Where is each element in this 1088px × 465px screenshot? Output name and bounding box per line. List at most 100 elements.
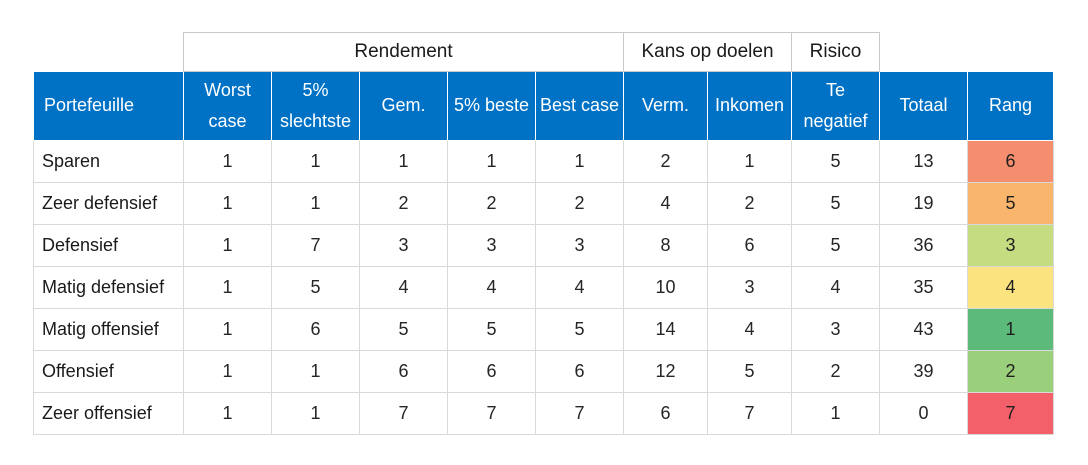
table-row: Matig defensief 1 5 4 4 4 10 3 4 35 4	[33, 266, 1055, 309]
column-header-cell: Totaal	[879, 71, 969, 141]
group-header-spacer	[33, 32, 184, 72]
table-row: Offensief 1 1 6 6 6 12 5 2 39 2	[33, 350, 1055, 393]
value-cell: 1	[183, 182, 272, 225]
value-cell: 5	[534, 308, 625, 351]
value-cell: 1	[183, 392, 272, 435]
value-cell: 39	[879, 350, 969, 393]
value-cell: 36	[879, 224, 969, 267]
value-cell: 1	[791, 392, 881, 435]
rank-cell: 1	[967, 308, 1055, 351]
value-cell: 4	[791, 266, 881, 309]
rank-cell: 4	[967, 266, 1055, 309]
value-cell: 1	[359, 140, 448, 183]
value-cell: 1	[183, 266, 272, 309]
column-header-cell: Portefeuille	[33, 71, 184, 141]
column-header-cell: 5% beste	[447, 71, 536, 141]
value-cell: 5	[271, 266, 360, 309]
table-row: Matig offensief 1 6 5 5 5 14 4 3 43 1	[33, 308, 1055, 351]
value-cell: 5	[791, 182, 881, 225]
rank-cell: 3	[967, 224, 1055, 267]
value-cell: 7	[534, 392, 625, 435]
column-header-cell: Verm.	[623, 71, 709, 141]
value-cell: 3	[359, 224, 448, 267]
value-cell: 6	[707, 224, 793, 267]
value-cell: 6	[623, 392, 709, 435]
value-cell: 3	[707, 266, 793, 309]
value-cell: 1	[271, 140, 360, 183]
value-cell: 4	[447, 266, 536, 309]
value-cell: 1	[271, 182, 360, 225]
value-cell: 5	[791, 224, 881, 267]
value-cell: 2	[707, 182, 793, 225]
value-cell: 6	[359, 350, 448, 393]
value-cell: 4	[359, 266, 448, 309]
value-cell: 43	[879, 308, 969, 351]
value-cell: 1	[271, 350, 360, 393]
column-header-cell: Te negatief	[791, 71, 881, 141]
group-header-cell: Kans op doelen	[623, 32, 793, 72]
column-header-cell: Rang	[967, 71, 1055, 141]
value-cell: 13	[879, 140, 969, 183]
column-header-cell: Worst case	[183, 71, 272, 141]
value-cell: 7	[707, 392, 793, 435]
value-cell: 4	[707, 308, 793, 351]
rank-cell: 5	[967, 182, 1055, 225]
portfolio-label-cell: Offensief	[33, 350, 184, 393]
portfolio-label-cell: Sparen	[33, 140, 184, 183]
value-cell: 2	[447, 182, 536, 225]
portfolio-label-cell: Matig offensief	[33, 308, 184, 351]
portfolio-label-cell: Zeer defensief	[33, 182, 184, 225]
value-cell: 5	[359, 308, 448, 351]
value-cell: 6	[447, 350, 536, 393]
table-row: Defensief 1 7 3 3 3 8 6 5 36 3	[33, 224, 1055, 267]
value-cell: 5	[707, 350, 793, 393]
value-cell: 12	[623, 350, 709, 393]
value-cell: 6	[271, 308, 360, 351]
value-cell: 1	[271, 392, 360, 435]
value-cell: 5	[791, 140, 881, 183]
rank-cell: 2	[967, 350, 1055, 393]
value-cell: 1	[183, 140, 272, 183]
group-header-cell: Rendement	[182, 32, 625, 72]
value-cell: 7	[271, 224, 360, 267]
value-cell: 4	[623, 182, 709, 225]
table-row: Zeer defensief 1 1 2 2 2 4 2 5 19 5	[33, 182, 1055, 225]
group-header-cell: Risico	[791, 32, 881, 72]
column-header-cell: Gem.	[359, 71, 448, 141]
value-cell: 2	[791, 350, 881, 393]
value-cell: 3	[791, 308, 881, 351]
value-cell: 7	[447, 392, 536, 435]
column-header-cell: Best case	[534, 71, 625, 141]
group-header-spacer	[967, 32, 1054, 72]
portfolio-label-cell: Defensief	[33, 224, 184, 267]
column-header-row: Portefeuille Worst case 5% slechtste Gem. 5%…	[33, 71, 1055, 141]
value-cell: 1	[707, 140, 793, 183]
rank-cell: 7	[967, 392, 1055, 435]
portfolio-label-cell: Matig defensief	[33, 266, 184, 309]
value-cell: 1	[183, 350, 272, 393]
value-cell: 3	[447, 224, 536, 267]
value-cell: 14	[623, 308, 709, 351]
value-cell: 6	[534, 350, 625, 393]
value-cell: 2	[359, 182, 448, 225]
value-cell: 1	[183, 224, 272, 267]
value-cell: 3	[534, 224, 625, 267]
group-header-row: Rendement Kans op doelen Risico	[33, 32, 1054, 72]
value-cell: 2	[534, 182, 625, 225]
value-cell: 1	[534, 140, 625, 183]
table-row: Sparen 1 1 1 1 1 2 1 5 13 6	[33, 140, 1055, 183]
column-header-cell: 5% slechtste	[271, 71, 360, 141]
portfolio-ranking-table: Rendement Kans op doelen Risico Portefeuil…	[33, 32, 1055, 435]
value-cell: 8	[623, 224, 709, 267]
value-cell: 19	[879, 182, 969, 225]
group-header-spacer	[879, 32, 968, 72]
portfolio-label-cell: Zeer offensief	[33, 392, 184, 435]
value-cell: 4	[534, 266, 625, 309]
value-cell: 0	[879, 392, 969, 435]
value-cell: 2	[623, 140, 709, 183]
table-row: Zeer offensief 1 1 7 7 7 6 7 1 0 7	[33, 392, 1055, 435]
value-cell: 35	[879, 266, 969, 309]
rank-cell: 6	[967, 140, 1055, 183]
value-cell: 5	[447, 308, 536, 351]
